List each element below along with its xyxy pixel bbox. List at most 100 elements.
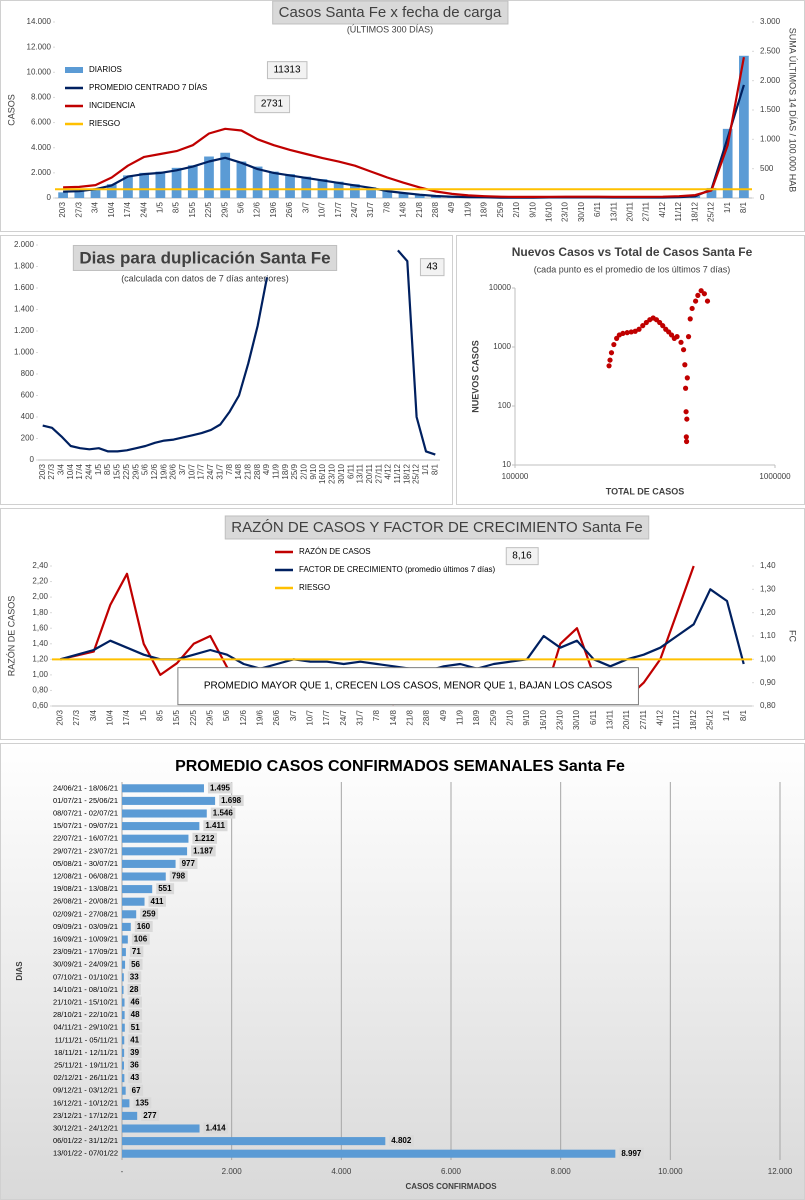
y-tick-label: 24/06/21 - 18/06/21	[53, 783, 118, 792]
title-box	[156, 883, 175, 895]
y-tick-label: 1.400	[14, 305, 35, 314]
y-tick-label: 2,40	[32, 561, 48, 570]
bar	[122, 872, 166, 881]
x-tick-label: 8/1	[430, 463, 439, 475]
point	[683, 409, 689, 415]
y2-tick-label: 2.000	[760, 76, 781, 85]
bar	[123, 175, 133, 198]
bar	[268, 171, 279, 198]
chart-title: PROMEDIO CASOS CONFIRMADOS SEMANALES San…	[175, 758, 625, 775]
x-tick-label: 18/12	[690, 201, 699, 222]
y2-axis-label: FC	[788, 630, 798, 642]
bar	[301, 176, 312, 198]
data-label: 1.414	[206, 1124, 227, 1133]
bar	[90, 188, 101, 198]
x-tick-label: 27/11	[374, 463, 383, 483]
x-tick-label: 5/6	[141, 463, 150, 475]
bar	[122, 1074, 125, 1083]
x-tick-label: 19/6	[269, 201, 278, 217]
x-axis-label: CASOS CONFIRMADOS	[405, 1182, 497, 1191]
y-tick-label: 06/01/22 - 31/12/21	[53, 1136, 118, 1145]
y-tick-label: 19/08/21 - 13/08/21	[53, 884, 118, 893]
point	[636, 326, 642, 332]
y2-tick-label: 1.500	[760, 105, 781, 114]
x-tick-label: 29/5	[131, 463, 140, 479]
bar	[220, 152, 231, 198]
x-tick-label: 19/6	[159, 463, 168, 479]
x-tick-label: 29/5	[220, 201, 229, 217]
y-tick-label: 22/07/21 - 16/07/21	[53, 834, 118, 843]
data-label: 977	[182, 859, 196, 868]
y-tick-label: 23/09/21 - 17/09/21	[53, 947, 118, 956]
bar	[398, 192, 409, 198]
title-box	[203, 820, 228, 832]
bar	[739, 55, 749, 198]
point	[606, 363, 612, 369]
y-tick-label: 2.000	[14, 240, 35, 249]
title-box	[129, 946, 144, 958]
title-box	[169, 870, 188, 882]
data-label: 1.495	[210, 783, 231, 792]
x-tick-label: 22/5	[204, 201, 213, 217]
y-tick-label: 15/07/21 - 09/07/21	[53, 821, 118, 830]
title-box	[140, 908, 159, 920]
point	[632, 328, 638, 334]
legend-swatch	[65, 67, 83, 73]
x-tick-label: 12/6	[150, 463, 159, 479]
x-tick-label: 8/5	[172, 201, 181, 213]
annotation: 11313	[273, 65, 301, 76]
x-tick-label: 3/4	[56, 463, 65, 475]
point	[687, 316, 693, 322]
x-tick-label: 25/12	[705, 709, 714, 730]
x-tick-label: 23/10	[328, 463, 337, 484]
x-tick-label: 20/11	[622, 709, 631, 729]
x-tick-label: 18/9	[480, 201, 489, 217]
x-tick-label: 31/7	[366, 201, 375, 217]
x-tick-label: 8/1	[739, 201, 748, 213]
bar	[122, 910, 137, 919]
x-tick-label: 5/6	[237, 201, 246, 213]
bar	[122, 1099, 130, 1108]
point	[680, 347, 687, 353]
x-axis-label: TOTAL DE CASOS	[606, 486, 685, 496]
x-tick-label: 15/5	[172, 709, 181, 725]
y-tick-label: 26/08/21 - 20/08/21	[53, 897, 118, 906]
y-tick-label: 1.600	[14, 283, 35, 292]
y2-tick-label: 1,30	[760, 584, 776, 593]
y-tick-label: 1,40	[32, 639, 48, 648]
y-tick-label: 1,00	[32, 670, 48, 679]
x-tick-label: 25/9	[496, 201, 505, 217]
point	[684, 375, 690, 381]
y-tick-label: 04/11/21 - 29/10/21	[54, 1023, 119, 1032]
y-axis-label: NUEVOS CASOS	[470, 340, 480, 413]
point	[683, 438, 690, 445]
x-tick-label: 21/8	[243, 463, 252, 479]
bar	[122, 1011, 125, 1020]
bar	[122, 1023, 125, 1032]
data-label: 51	[131, 1023, 140, 1032]
y-tick-label: 4.000	[31, 143, 52, 152]
x-tick-label: 18/9	[281, 463, 290, 479]
y-tick-label: 0	[47, 193, 52, 202]
title-box	[134, 921, 153, 933]
point	[620, 330, 626, 337]
y-tick-label: 30/12/21 - 24/12/21	[53, 1123, 118, 1132]
y2-tick-label: 2.500	[760, 46, 781, 55]
point	[692, 298, 699, 304]
note: PROMEDIO MAYOR QUE 1, CRECEN LOS CASOS, …	[204, 681, 613, 692]
bar	[122, 809, 207, 818]
chart-subtitle: (calculada con datos de 7 días anteriore…	[121, 273, 289, 283]
point	[674, 334, 680, 340]
data-label: 259	[142, 909, 156, 918]
title-box	[129, 958, 143, 970]
x-tick-label: 31/7	[215, 463, 224, 479]
y-tick-label: 100	[498, 401, 512, 410]
x-tick-label: 10/7	[305, 709, 314, 725]
title-box	[177, 667, 639, 706]
data-label: 135	[135, 1098, 149, 1107]
point	[678, 339, 684, 345]
x-tick-label: 7/8	[225, 463, 234, 475]
title-box	[129, 1084, 144, 1096]
title-box	[131, 933, 150, 945]
